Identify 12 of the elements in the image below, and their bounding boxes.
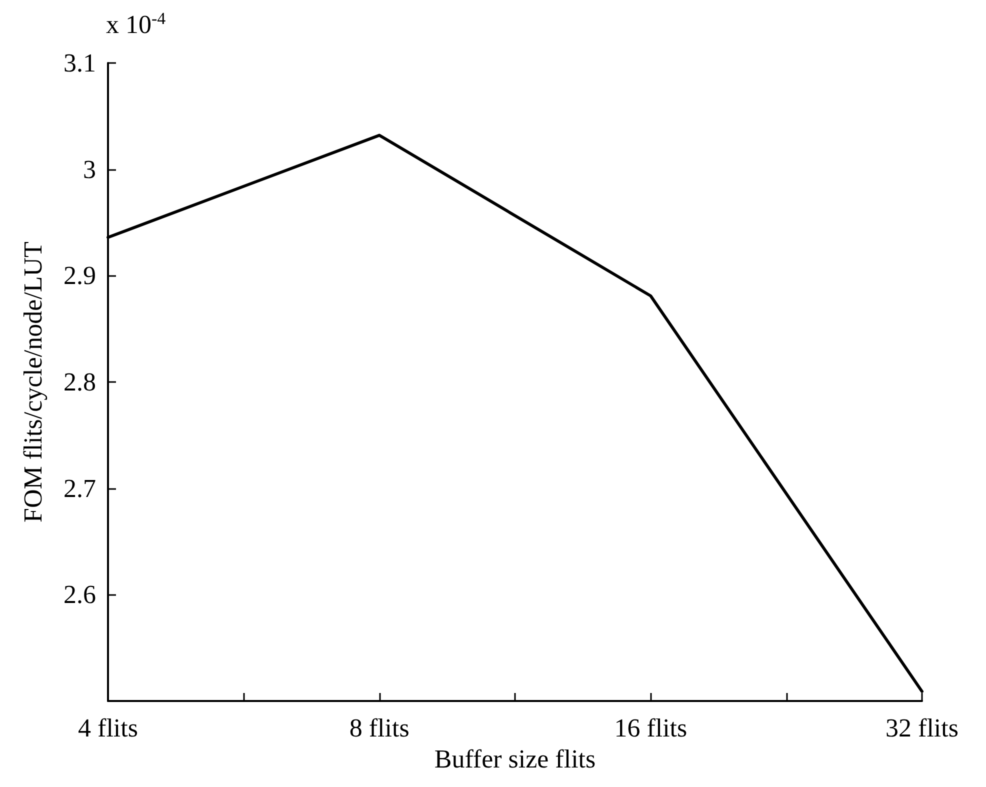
x-tick-label: 32 flits: [886, 714, 958, 742]
y-tick-label: 2.7: [64, 474, 96, 503]
y-tick-label: 3: [83, 154, 96, 184]
x-tick-label: 16 flits: [614, 714, 688, 742]
y-axis-title: FOM flits/cycle/node/LUT: [18, 241, 48, 522]
y-tick-label: 2.9: [64, 261, 96, 290]
y-tick-label: 3.1: [64, 48, 96, 78]
x-tick-label: 8 flits: [349, 714, 410, 742]
x-axis-title: Buffer size flits: [434, 744, 596, 774]
y-tick-label: 2.8: [64, 368, 96, 396]
y-tick-label: 2.6: [64, 580, 96, 610]
x-tick-label: 4 flits: [78, 714, 138, 742]
